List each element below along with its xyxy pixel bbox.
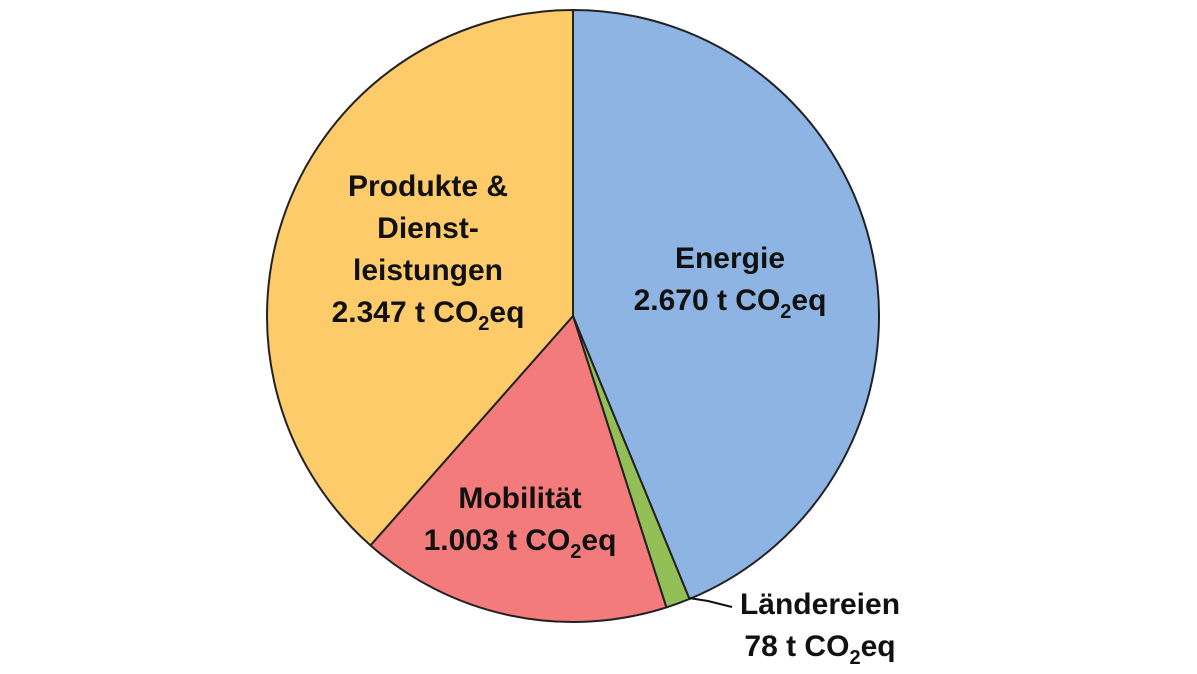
slice-value-subscript: 2 (780, 301, 791, 323)
slice-value-suffix: eq (791, 284, 826, 317)
slice-label-produkte: Produkte & Dienst-leistungen 2.347 t CO2eq (332, 170, 525, 335)
slice-label-line: Ländereien (740, 588, 900, 621)
slice-value-suffix: eq (489, 296, 524, 329)
slice-value-label: 2.670 t CO (634, 284, 781, 317)
slice-value-label: 2.347 t CO (332, 296, 479, 329)
slice-value-suffix: eq (861, 630, 896, 663)
pie-slice-mobilitaet (369, 315, 668, 623)
slice-value-subscript: 2 (849, 647, 860, 669)
slice-label-energie: Energie 2.670 t CO2eq (634, 242, 827, 323)
slice-label-line: Mobilität (458, 482, 581, 515)
slice-value-subscript: 2 (478, 313, 489, 335)
pie-slice-produkte (266, 9, 574, 547)
slice-label-line: Energie (675, 242, 785, 275)
leader-line-laendereien (688, 597, 733, 608)
slice-label-line: leistungen (353, 254, 503, 287)
slice-label-laendereien: Ländereien 78 t CO2eq (740, 588, 900, 669)
slice-label-line: Produkte & (348, 170, 508, 203)
slice-value-subscript: 2 (570, 541, 581, 563)
slice-value-label: 78 t CO (744, 630, 849, 663)
pie-slices (266, 9, 880, 623)
pie-slice-energie (572, 9, 880, 600)
slice-value-label: 1.003 t CO (424, 524, 571, 557)
slice-label-mobilitaet: Mobilität 1.003 t CO2eq (424, 482, 617, 563)
slice-value-suffix: eq (581, 524, 616, 557)
slice-label-line: Dienst- (377, 212, 479, 245)
